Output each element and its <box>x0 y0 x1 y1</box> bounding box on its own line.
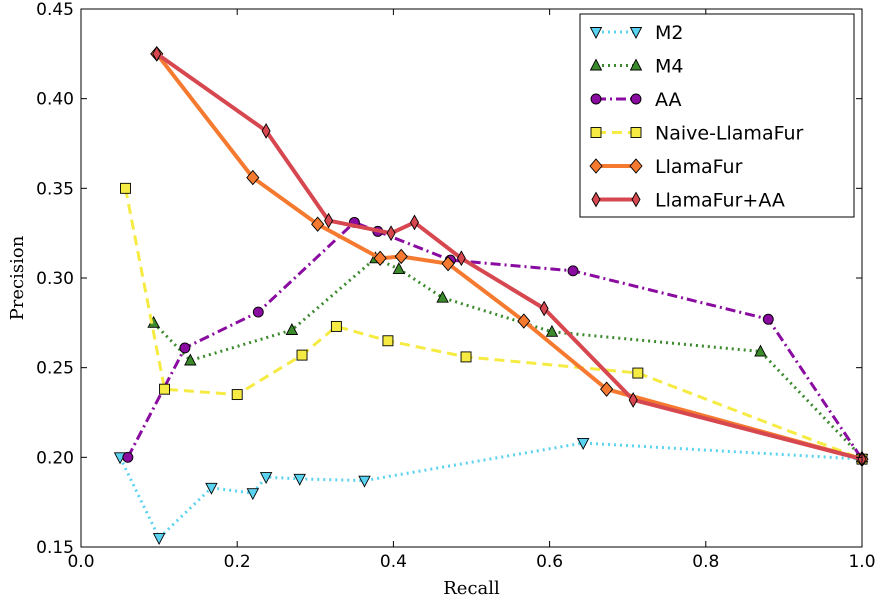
legend-label: AA <box>655 89 682 111</box>
legend-marker <box>629 27 643 39</box>
x-axis-title: Recall <box>443 578 500 598</box>
legend-marker <box>589 58 603 71</box>
data-point <box>386 225 396 242</box>
y-tick-label: 0.35 <box>36 179 74 199</box>
legend-label: M2 <box>655 22 683 44</box>
legend-label: M4 <box>655 56 683 78</box>
data-point <box>159 383 171 395</box>
legend-item: AA <box>590 89 682 111</box>
data-point <box>460 351 472 363</box>
data-point <box>246 169 260 186</box>
data-point <box>252 306 264 318</box>
data-point <box>409 214 420 231</box>
data-point <box>545 324 559 337</box>
data-point <box>441 255 455 272</box>
x-tick-label: 0.8 <box>692 552 719 572</box>
series-llamafur-aa <box>152 45 867 468</box>
series-m4 <box>147 251 869 463</box>
legend-marker <box>630 127 642 138</box>
x-tick-label: 0.0 <box>67 552 94 572</box>
series-layer <box>113 45 869 546</box>
legend-box <box>579 13 855 218</box>
series-line <box>118 441 863 540</box>
series-aa <box>122 216 868 465</box>
data-point <box>296 349 308 361</box>
legend-marker <box>589 158 603 174</box>
data-point <box>539 300 549 317</box>
legend: M2 M4 AA Naive-LlamaFur LlamaFur LlamaFur+AA <box>579 13 855 218</box>
y-tick-label: 0.25 <box>36 359 74 379</box>
data-point <box>152 533 166 546</box>
data-point <box>754 344 767 357</box>
data-point <box>261 123 271 139</box>
legend-marker <box>630 93 642 105</box>
legend-marker <box>591 191 601 208</box>
data-point <box>600 381 614 397</box>
data-point <box>762 313 774 325</box>
data-point <box>628 392 638 408</box>
x-tick-label: 0.2 <box>224 552 251 572</box>
data-point <box>436 290 449 303</box>
legend-marker <box>629 158 643 174</box>
axis-ticks: 0.0 0.2 0.4 0.6 0.8 1.0 0.15 0.20 0.25 0.30 0.35 0.… <box>36 0 875 572</box>
data-point <box>120 182 131 194</box>
data-point <box>394 248 408 265</box>
data-point <box>373 250 387 266</box>
legend-marker <box>629 58 643 71</box>
y-axis-title: Precision <box>7 235 28 320</box>
legend-item: M4 <box>589 56 683 78</box>
data-point <box>517 313 531 329</box>
x-tick-label: 0.4 <box>380 552 407 572</box>
legend-label: LlamaFur <box>655 156 743 178</box>
legend-label: LlamaFur+AA <box>655 190 785 212</box>
data-point <box>184 353 197 366</box>
legend-marker <box>590 93 602 105</box>
y-tick-label: 0.15 <box>36 538 74 558</box>
data-point <box>122 451 134 463</box>
data-point <box>285 323 299 335</box>
legend-item: LlamaFur <box>589 156 743 178</box>
data-point <box>392 262 406 274</box>
series-naive-llamafur <box>120 182 868 465</box>
data-point <box>456 250 466 267</box>
data-point <box>205 482 218 495</box>
data-point <box>231 389 243 401</box>
legend-marker <box>631 191 641 208</box>
legend-marker <box>590 127 602 138</box>
legend-item: Naive-LlamaFur <box>590 123 804 145</box>
data-point <box>358 475 371 488</box>
y-tick-label: 0.30 <box>36 269 74 289</box>
y-tick-label: 0.40 <box>36 90 74 110</box>
data-point <box>246 488 260 501</box>
data-point <box>259 472 273 485</box>
data-point <box>311 216 325 232</box>
data-point <box>382 335 394 347</box>
series-line <box>126 220 864 460</box>
data-point <box>324 212 334 229</box>
y-tick-label: 0.45 <box>36 0 74 20</box>
data-point <box>330 320 342 332</box>
legend-item: M2 <box>589 22 683 44</box>
legend-marker <box>589 27 603 39</box>
legend-label: Naive-LlamaFur <box>655 123 804 145</box>
x-tick-label: 1.0 <box>848 552 875 572</box>
series-line <box>124 188 863 461</box>
legend-item: LlamaFur+AA <box>591 190 785 212</box>
data-point <box>576 438 590 450</box>
data-point <box>293 473 306 486</box>
data-point <box>567 265 579 277</box>
data-point <box>632 367 644 379</box>
series-m2 <box>113 438 869 546</box>
data-point <box>179 342 191 354</box>
y-tick-label: 0.20 <box>36 448 74 468</box>
data-point <box>152 45 162 62</box>
x-tick-label: 0.6 <box>536 552 563 572</box>
